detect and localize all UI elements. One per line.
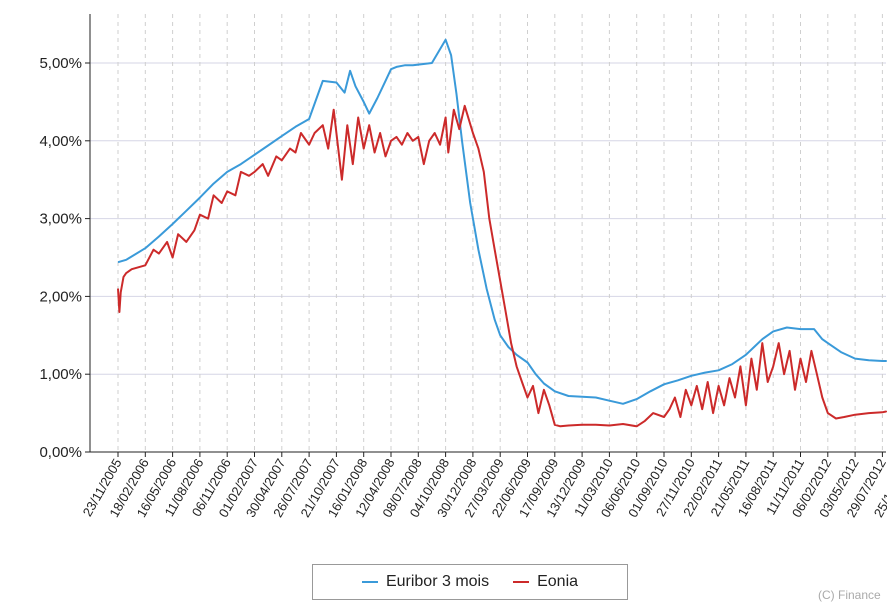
legend-label-eonia: Eonia	[537, 573, 579, 590]
y-tick-label: 5,00%	[39, 55, 82, 72]
y-tick-label: 1,00%	[39, 366, 82, 383]
y-tick-label: 3,00%	[39, 211, 82, 228]
y-axis-ticks: 0,00% 1,00% 2,00% 3,00% 4,00% 5,00%	[39, 55, 90, 461]
legend-swatch-eonia	[513, 581, 530, 583]
legend-item-euribor: Euribor 3 mois	[361, 573, 490, 591]
grid	[90, 14, 886, 452]
x-axis-ticks: 23/11/200518/02/200616/05/200611/08/2006…	[80, 452, 887, 520]
y-tick-label: 4,00%	[39, 133, 82, 150]
legend-label-euribor: Euribor 3 mois	[385, 573, 490, 590]
credit-text: (C) Finance	[818, 588, 881, 602]
legend-item-eonia: Eonia	[513, 573, 578, 591]
y-tick-label: 2,00%	[39, 288, 82, 305]
y-tick-label: 0,00%	[39, 444, 82, 461]
legend: Euribor 3 mois Eonia	[312, 564, 628, 600]
legend-swatch-euribor	[361, 581, 378, 583]
series-lines	[117, 38, 887, 428]
series-line-eonia	[117, 104, 887, 428]
series-line-euribor	[117, 38, 887, 405]
